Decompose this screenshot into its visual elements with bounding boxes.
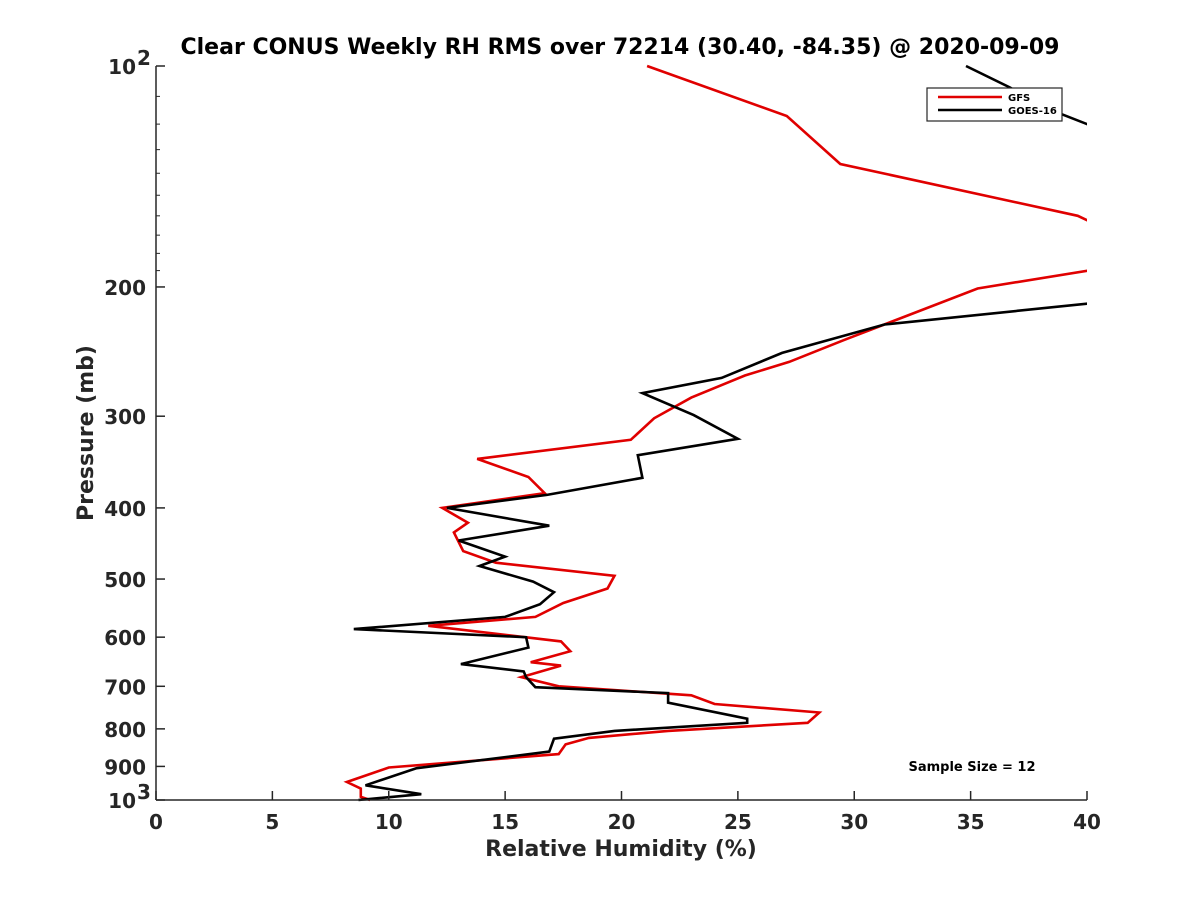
y-tick-label: 200	[104, 276, 146, 300]
y-tick-label: 10	[108, 55, 136, 79]
y-tick-label: 300	[104, 405, 146, 429]
x-tick-label: 25	[724, 810, 752, 834]
y-tick-label: 500	[104, 568, 146, 592]
legend-label: GFS	[1008, 93, 1030, 104]
y-tick-label: 900	[104, 755, 146, 779]
y-tick-label: 700	[104, 675, 146, 699]
y-tick-label: 400	[104, 497, 146, 521]
x-tick-label: 30	[840, 810, 868, 834]
y-tick-exponent: 3	[137, 780, 151, 804]
x-tick-label: 40	[1073, 810, 1101, 834]
series-line-gfs	[343, 64, 1087, 802]
legend: GFS GOES-16	[926, 87, 1063, 122]
plot-right-mask	[1087, 50, 1200, 810]
x-tick-label: 10	[375, 810, 403, 834]
y-tick-exponent: 2	[137, 46, 151, 70]
x-tick-label: 35	[957, 810, 985, 834]
sample-size-annotation: Sample Size = 12	[908, 760, 1035, 775]
series-line-goes-16	[353, 64, 1087, 802]
x-tick-label: 5	[265, 810, 279, 834]
x-tick-label: 20	[608, 810, 636, 834]
chart-title: Clear CONUS Weekly RH RMS over 72214 (30…	[181, 35, 1060, 60]
y-tick-label: 800	[104, 718, 146, 742]
x-tick-label: 15	[491, 810, 519, 834]
x-axis-label: Relative Humidity (%)	[485, 837, 757, 862]
legend-label: GOES-16	[1008, 106, 1057, 117]
y-tick-label: 600	[104, 626, 146, 650]
y-axis-label: Pressure (mb)	[74, 345, 99, 521]
legend-box	[926, 87, 1063, 122]
x-tick-label: 0	[149, 810, 163, 834]
plot-series-layer	[343, 64, 1087, 802]
y-tick-label: 10	[108, 789, 136, 813]
